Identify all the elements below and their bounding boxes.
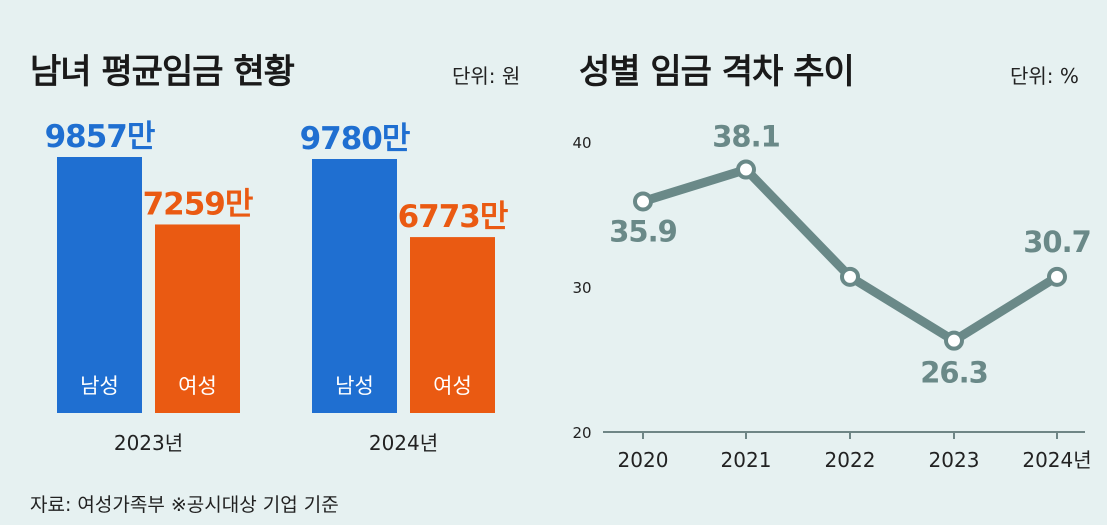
y-tick-label: 20 [572, 424, 591, 442]
bar-series-label: 여성 [433, 374, 472, 398]
bar-value-label: 7259만 [143, 186, 253, 222]
line-chart: 20 30 40 2020 2021 2022 2023 2024년 35.9 38.1 26.3 3… [572, 120, 1091, 472]
x-tick-label: 2022 [825, 448, 876, 472]
bar-category-label: 2024년 [369, 431, 438, 455]
data-point [1047, 266, 1067, 287]
x-tick-label: 2024년 [1022, 448, 1091, 472]
left-chart-unit: 단위: 원 [452, 64, 521, 88]
bar-series-label: 남성 [335, 374, 374, 398]
bar-category-label: 2023년 [114, 431, 183, 455]
point-value-label: 30.7 [1023, 225, 1091, 259]
x-tick-label: 2023 [929, 448, 980, 472]
wage-gap-line [638, 165, 1062, 346]
x-tick-label: 2021 [721, 448, 772, 472]
source-note: 자료: 여성가족부 ※공시대상 기업 기준 [30, 494, 339, 516]
bar-female-2024 [410, 237, 495, 413]
data-point [944, 330, 964, 351]
wage-gap-panel: 성별 임금 격차 추이 단위: % 20 30 40 2020 2021 2022 2023… [545, 0, 1107, 525]
bar-value-label: 9857만 [45, 119, 155, 155]
data-point [840, 266, 860, 287]
bar-value-label: 6773만 [398, 199, 508, 235]
bar-series-label: 여성 [178, 374, 217, 398]
bar-male-2023 [57, 157, 142, 413]
right-chart-unit: 단위: % [1010, 64, 1079, 88]
point-value-label: 26.3 [920, 356, 988, 390]
point-value-label: 35.9 [609, 214, 677, 248]
bar-male-2024 [312, 158, 397, 413]
bar-series-label: 남성 [80, 374, 119, 398]
bar-value-label: 9780만 [300, 121, 410, 157]
right-chart-title: 성별 임금 격차 추이 [579, 52, 855, 92]
y-tick-label: 40 [572, 134, 591, 152]
point-value-label: 38.1 [712, 120, 780, 154]
left-chart-title: 남녀 평균임금 현황 [30, 52, 295, 92]
data-point [736, 159, 756, 180]
data-point [633, 191, 653, 212]
bar-female-2023 [155, 224, 240, 413]
x-tick-label: 2020 [618, 448, 669, 472]
y-tick-label: 30 [572, 279, 591, 297]
